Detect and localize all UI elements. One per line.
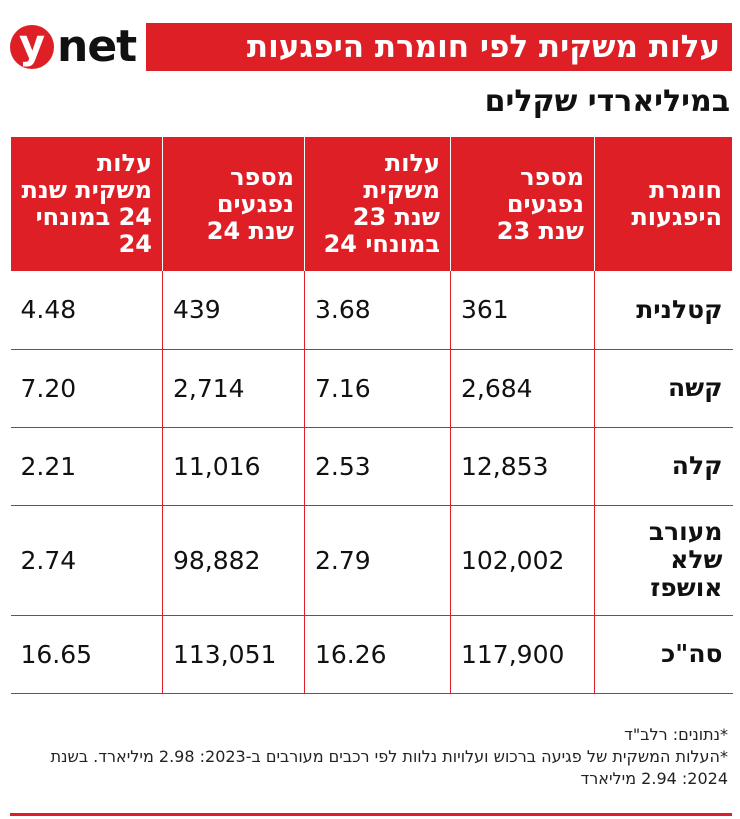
cost-24-cell: 4.48 xyxy=(10,271,163,350)
cost-23-cell: 3.68 xyxy=(304,271,451,350)
injured-23-cell: 361 xyxy=(450,271,595,350)
cost-footnote: *העלות המשקית של פגיעה ברכוש ועלויות נלו… xyxy=(50,747,728,788)
cost-23-cell: 16.26 xyxy=(304,615,451,694)
injured-23-cell: 12,853 xyxy=(450,427,595,506)
column-header-severity: חומרת היפגעות xyxy=(594,137,733,271)
column-header-injured-24: מספר נפגעים שנת 24 xyxy=(162,137,305,271)
severity-cell: מעורב שלא אושפז xyxy=(594,505,733,616)
severity-cell: קטלנית xyxy=(594,271,733,350)
injured-24-cell: 113,051 xyxy=(162,615,305,694)
table-row-total: סה"כ 117,900 16.26 113,051 16.65 xyxy=(10,615,733,694)
cost-23-cell: 7.16 xyxy=(304,349,451,428)
header: y net עלות משקית לפי חומרת היפגעות xyxy=(10,20,732,74)
injury-cost-table: חומרת היפגעות מספר נפגעים שנת 23 עלות מש… xyxy=(10,137,733,694)
ynet-logo[interactable]: y net xyxy=(10,20,142,74)
injured-24-cell: 439 xyxy=(162,271,305,350)
severity-cell: קשה xyxy=(594,349,733,428)
injured-24-cell: 11,016 xyxy=(162,427,305,506)
injured-24-cell: 98,882 xyxy=(162,505,305,616)
table-row: קטלנית 361 3.68 439 4.48 xyxy=(10,271,733,350)
table-header-row: חומרת היפגעות מספר נפגעים שנת 23 עלות מש… xyxy=(10,137,733,271)
bottom-divider xyxy=(10,813,732,816)
injured-23-cell: 2,684 xyxy=(450,349,595,428)
cost-23-cell: 2.79 xyxy=(304,505,451,616)
cost-23-cell: 2.53 xyxy=(304,427,451,506)
table-row: קלה 12,853 2.53 11,016 2.21 xyxy=(10,427,733,506)
severity-cell: סה"כ xyxy=(594,615,733,694)
cost-24-cell: 16.65 xyxy=(10,615,163,694)
source-note: *נתונים: רלב"ד xyxy=(624,725,728,744)
table-row: מעורב שלא אושפז 102,002 2.79 98,882 2.74 xyxy=(10,505,733,616)
cost-24-cell: 2.74 xyxy=(10,505,163,616)
column-header-cost-23: עלות משקית שנת 23 במונחי 24 xyxy=(304,137,451,271)
table-row: קשה 2,684 7.16 2,714 7.20 xyxy=(10,349,733,428)
footnotes: *נתונים: רלב"ד *העלות המשקית של פגיעה בר… xyxy=(12,724,728,790)
injured-23-cell: 117,900 xyxy=(450,615,595,694)
logo-circle: y xyxy=(10,25,54,69)
page-subtitle: במיליארדי שקלים xyxy=(484,84,730,119)
cost-24-cell: 2.21 xyxy=(10,427,163,506)
injured-24-cell: 2,714 xyxy=(162,349,305,428)
column-header-cost-24: עלות משקית שנת 24 במונחי 24 xyxy=(10,137,163,271)
page-title: עלות משקית לפי חומרת היפגעות xyxy=(146,23,732,71)
logo-text: net xyxy=(57,21,137,72)
column-header-injured-23: מספר נפגעים שנת 23 xyxy=(450,137,595,271)
injured-23-cell: 102,002 xyxy=(450,505,595,616)
severity-cell: קלה xyxy=(594,427,733,506)
cost-24-cell: 7.20 xyxy=(10,349,163,428)
